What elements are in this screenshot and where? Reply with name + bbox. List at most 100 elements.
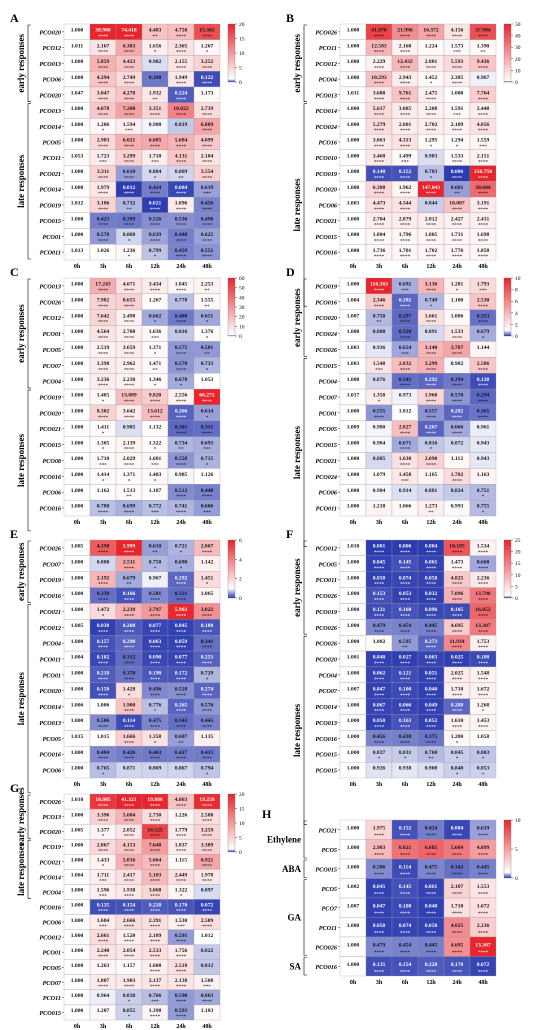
cell-value-label: 1.630 <box>399 456 412 462</box>
cell-value-label: 1.805 <box>425 232 438 238</box>
cell-significance-label: ** <box>178 447 184 453</box>
x-tick-label: 0h <box>74 520 81 526</box>
cell-significance-label: **** <box>426 431 437 437</box>
cell-value-label: 0.581 <box>201 345 214 351</box>
cell-value-label: 1.005 <box>71 544 84 550</box>
cell-value-label: 1.000 <box>347 671 360 677</box>
cell-value-label: 3.140 <box>425 345 438 351</box>
cell-value-label: 4.344 <box>399 201 412 207</box>
x-tick-label: 0h <box>350 520 357 526</box>
cell-significance-label: **** <box>98 223 109 229</box>
cell-significance-label: **** <box>150 969 161 975</box>
cell-value-label: 0.062 <box>373 671 386 677</box>
cell-value-label: 1.002 <box>347 884 360 890</box>
cell-significance-label: *** <box>151 336 159 342</box>
cell-value-label: 0.152 <box>399 825 412 831</box>
cell-value-label: 1.681 <box>149 456 162 462</box>
cell-significance-label: **** <box>98 320 109 326</box>
cell-value-label: 2.139 <box>123 440 136 446</box>
cell-value-label: 3.642 <box>123 409 136 415</box>
cell-value-label: 1.796 <box>399 232 412 238</box>
cell-value-label: 5.684 <box>123 812 136 818</box>
cell-value-label: 0.440 <box>175 232 188 238</box>
cell-value-label: 41.878 <box>371 28 387 34</box>
cell-value-label: 2.708 <box>123 329 136 335</box>
cell-value-label: 0.575 <box>175 345 188 351</box>
row-label: PCO014 <box>39 187 61 194</box>
cell-significance-label: **** <box>202 879 213 885</box>
cell-value-label: 0.943 <box>477 456 490 462</box>
cell-value-label: 1.710 <box>451 903 464 909</box>
cell-significance-label: **** <box>150 693 161 699</box>
row-label: PCO06 <box>318 202 337 209</box>
colorbar-tick-label: 20 <box>239 315 245 321</box>
cell-value-label: 2.160 <box>399 43 412 49</box>
cell-value-label: 0.699 <box>123 504 136 510</box>
cell-value-label: 0.601 <box>451 185 464 191</box>
cell-significance-label: **** <box>124 160 135 166</box>
cell-significance-label: **** <box>176 238 187 244</box>
cell-significance-label: **** <box>400 431 411 437</box>
row-label: PCO019 <box>315 609 337 616</box>
colorbar-tick-label: 0 <box>239 80 242 86</box>
row-label: PCO010 <box>315 155 337 162</box>
cell-significance-label: * <box>128 254 131 260</box>
row-label: PCO06 <box>42 768 61 775</box>
cell-value-label: 1.000 <box>347 43 360 49</box>
cell-significance-label: **** <box>426 892 437 898</box>
cell-significance-label: ** <box>126 494 132 500</box>
cell-value-label: 10.022 <box>173 106 189 112</box>
cell-value-label: 0.876 <box>373 377 386 383</box>
cell-value-label: 2.427 <box>451 216 464 222</box>
x-tick-label: 48h <box>202 782 212 788</box>
cell-significance-label: **** <box>478 113 489 119</box>
cell-significance-label: * <box>430 144 433 150</box>
cell-significance-label: **** <box>426 383 437 389</box>
cell-value-label: 0.794 <box>201 766 214 772</box>
cell-value-label: 1.207 <box>97 1008 110 1014</box>
cell-value-label: 1.026 <box>97 248 110 254</box>
cell-significance-label: * <box>154 320 157 326</box>
cell-value-label: 0.961 <box>477 424 490 430</box>
cell-significance-label: **** <box>400 872 411 878</box>
cell-significance-label: **** <box>478 383 489 389</box>
cell-significance-label: **** <box>124 677 135 683</box>
group-bracket <box>303 24 307 102</box>
colorbar <box>227 23 236 83</box>
cell-significance-label: **** <box>374 582 385 588</box>
cell-significance-label: **** <box>202 833 213 839</box>
cell-value-label: 1.001 <box>347 655 360 661</box>
cell-value-label: 1.000 <box>347 942 360 948</box>
colorbar-tick-label: 10 <box>239 51 245 57</box>
row-label: PCO04 <box>318 672 337 679</box>
x-tick-label: 3h <box>100 520 107 526</box>
cell-significance-label: **** <box>426 872 437 878</box>
cell-value-label: 1.082 <box>373 639 386 645</box>
row-label: PCO020 <box>39 410 61 417</box>
cell-value-label: 0.320 <box>399 329 412 335</box>
x-tick-label: 12h <box>426 980 436 986</box>
cell-value-label: 2.702 <box>425 122 438 128</box>
cell-significance-label: * <box>102 399 105 405</box>
cell-significance-label: * <box>102 478 105 484</box>
cell-value-label: 0.038 <box>97 623 110 629</box>
cell-value-label: 0.145 <box>399 559 412 565</box>
cell-value-label: 4.483 <box>149 28 162 34</box>
colorbar-tick-label: 5 <box>239 66 242 72</box>
cell-significance-label: **** <box>202 924 213 930</box>
cell-significance-label: **** <box>176 367 187 373</box>
cell-significance-label: **** <box>452 693 463 699</box>
cell-value-label: 1.000 <box>347 472 360 478</box>
row-label: PCO026 <box>315 593 338 600</box>
group-label: early responses <box>292 288 302 347</box>
x-tick-label: 3h <box>100 264 107 270</box>
cell-value-label: 1.573 <box>451 43 464 49</box>
cell-value-label: 1.000 <box>347 702 360 708</box>
cell-value-label: 1.000 <box>71 59 84 65</box>
cell-value-label: 3.085 <box>399 106 412 112</box>
cell-value-label: 0.984 <box>373 440 386 446</box>
cell-value-label: 1.000 <box>347 766 360 772</box>
cell-significance-label: **** <box>426 724 437 730</box>
cell-significance-label: **** <box>374 113 385 119</box>
